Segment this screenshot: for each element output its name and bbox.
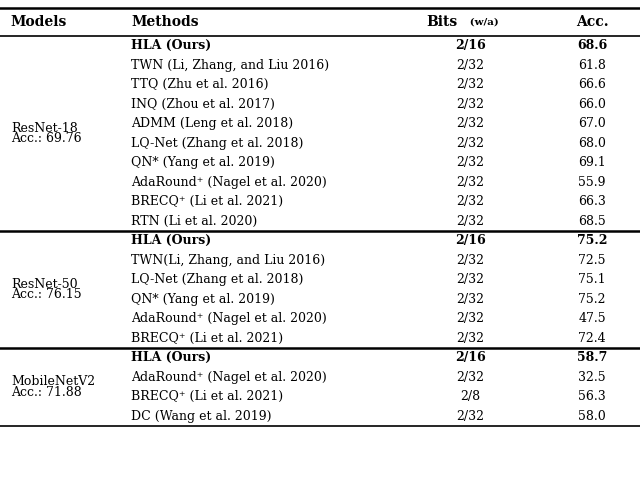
Text: 2/32: 2/32 (456, 254, 484, 267)
Text: 2/32: 2/32 (456, 215, 484, 228)
Text: 2/32: 2/32 (456, 156, 484, 169)
Text: TWN(Li, Zhang, and Liu 2016): TWN(Li, Zhang, and Liu 2016) (131, 254, 325, 267)
Text: BRECQ⁺ (Li et al. 2021): BRECQ⁺ (Li et al. 2021) (131, 390, 284, 403)
Text: Acc.: 76.15: Acc.: 76.15 (11, 288, 81, 301)
Text: TTQ (Zhu et al. 2016): TTQ (Zhu et al. 2016) (131, 78, 269, 91)
Text: 32.5: 32.5 (578, 371, 606, 384)
Text: 55.9: 55.9 (579, 176, 605, 189)
Text: 2/32: 2/32 (456, 312, 484, 325)
Text: Models: Models (11, 15, 67, 29)
Text: DC (Wang et al. 2019): DC (Wang et al. 2019) (131, 410, 272, 423)
Text: Acc.: Acc. (576, 15, 608, 29)
Text: 2/32: 2/32 (456, 293, 484, 306)
Text: 68.5: 68.5 (578, 215, 606, 228)
Text: 66.6: 66.6 (578, 78, 606, 91)
Text: Acc.: 69.76: Acc.: 69.76 (11, 132, 81, 146)
Text: 68.6: 68.6 (577, 39, 607, 52)
Text: 56.3: 56.3 (578, 390, 606, 403)
Text: 69.1: 69.1 (578, 156, 606, 169)
Text: 2/32: 2/32 (456, 98, 484, 111)
Text: 2/32: 2/32 (456, 78, 484, 91)
Text: AdaRound⁺ (Nagel et al. 2020): AdaRound⁺ (Nagel et al. 2020) (131, 312, 327, 325)
Text: 2/16: 2/16 (455, 234, 486, 247)
Text: HLA (Ours): HLA (Ours) (131, 39, 211, 52)
Text: 72.4: 72.4 (578, 332, 606, 345)
Text: 66.3: 66.3 (578, 195, 606, 208)
Text: 2/8: 2/8 (460, 390, 481, 403)
Text: 2/16: 2/16 (455, 39, 486, 52)
Text: 75.2: 75.2 (577, 234, 607, 247)
Text: 2/32: 2/32 (456, 195, 484, 208)
Text: Methods: Methods (131, 15, 199, 29)
Text: LQ-Net (Zhang et al. 2018): LQ-Net (Zhang et al. 2018) (131, 137, 303, 150)
Text: 2/32: 2/32 (456, 137, 484, 150)
Text: BRECQ⁺ (Li et al. 2021): BRECQ⁺ (Li et al. 2021) (131, 332, 284, 345)
Text: 58.0: 58.0 (578, 410, 606, 423)
Text: 68.0: 68.0 (578, 137, 606, 150)
Text: HLA (Ours): HLA (Ours) (131, 234, 211, 247)
Text: 67.0: 67.0 (578, 117, 606, 130)
Text: 2/32: 2/32 (456, 410, 484, 423)
Text: ResNet-18: ResNet-18 (11, 122, 77, 135)
Text: AdaRound⁺ (Nagel et al. 2020): AdaRound⁺ (Nagel et al. 2020) (131, 176, 327, 189)
Text: (w/a): (w/a) (464, 17, 499, 26)
Text: 66.0: 66.0 (578, 98, 606, 111)
Text: TWN (Li, Zhang, and Liu 2016): TWN (Li, Zhang, and Liu 2016) (131, 59, 330, 72)
Text: LQ-Net (Zhang et al. 2018): LQ-Net (Zhang et al. 2018) (131, 273, 303, 286)
Text: ADMM (Leng et al. 2018): ADMM (Leng et al. 2018) (131, 117, 293, 130)
Text: QN* (Yang et al. 2019): QN* (Yang et al. 2019) (131, 293, 275, 306)
Text: 2/32: 2/32 (456, 273, 484, 286)
Text: QN* (Yang et al. 2019): QN* (Yang et al. 2019) (131, 156, 275, 169)
Text: AdaRound⁺ (Nagel et al. 2020): AdaRound⁺ (Nagel et al. 2020) (131, 371, 327, 384)
Text: 2/32: 2/32 (456, 117, 484, 130)
Text: Bits: Bits (426, 15, 458, 29)
Text: 61.8: 61.8 (578, 59, 606, 72)
Text: 75.1: 75.1 (578, 273, 606, 286)
Text: BRECQ⁺ (Li et al. 2021): BRECQ⁺ (Li et al. 2021) (131, 195, 284, 208)
Text: MobileNetV2: MobileNetV2 (11, 375, 95, 388)
Text: 2/32: 2/32 (456, 332, 484, 345)
Text: INQ (Zhou et al. 2017): INQ (Zhou et al. 2017) (131, 98, 275, 111)
Text: 2/32: 2/32 (456, 176, 484, 189)
Text: 2/32: 2/32 (456, 371, 484, 384)
Text: 47.5: 47.5 (578, 312, 606, 325)
Text: ResNet-50: ResNet-50 (11, 277, 77, 290)
Text: 2/16: 2/16 (455, 351, 486, 364)
Text: 75.2: 75.2 (579, 293, 605, 306)
Text: 72.5: 72.5 (579, 254, 605, 267)
Text: 2/32: 2/32 (456, 59, 484, 72)
Text: Acc.: 71.88: Acc.: 71.88 (11, 386, 82, 399)
Text: 58.7: 58.7 (577, 351, 607, 364)
Text: RTN (Li et al. 2020): RTN (Li et al. 2020) (131, 215, 257, 228)
Text: HLA (Ours): HLA (Ours) (131, 351, 211, 364)
